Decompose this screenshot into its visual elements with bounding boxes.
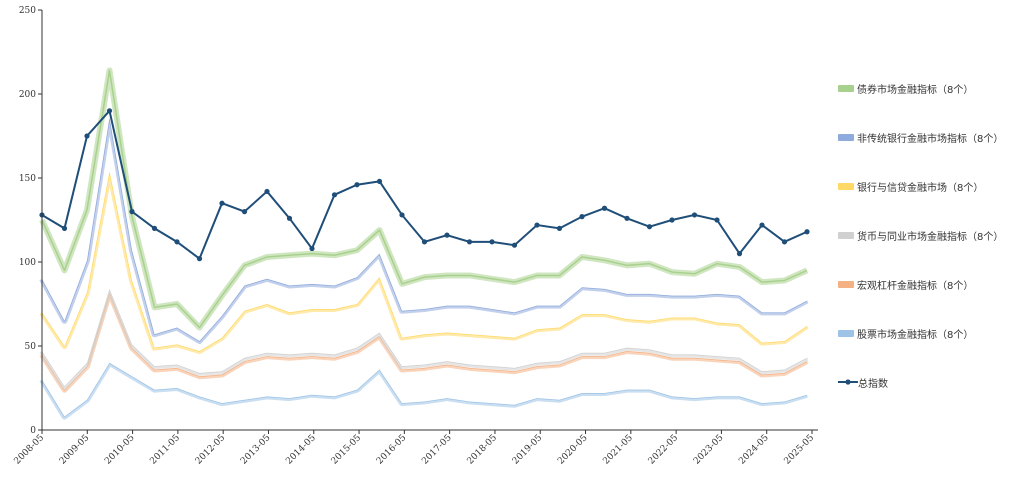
total-point	[309, 245, 315, 252]
legend-item: 宏观杠杆金融指标（8个）	[838, 272, 1028, 296]
total-point	[129, 209, 135, 215]
legend-item-total: 总指数	[838, 370, 1028, 394]
total-point	[646, 224, 653, 230]
x-tick-label: 2008-05	[13, 433, 47, 467]
legend-item: 货币与同业市场金融指标（8个）	[838, 223, 1028, 247]
x-tick-label: 2022-05	[647, 433, 681, 467]
legend-swatch	[838, 329, 854, 337]
total-point	[151, 225, 158, 231]
x-tick-label: 2025-05	[783, 433, 817, 467]
legend-swatch	[838, 133, 854, 141]
total-point	[781, 239, 788, 245]
x-tick-label: 2016-05	[375, 433, 409, 467]
x-tick-label: 2023-05	[692, 433, 726, 467]
stacked-areas	[39, 67, 809, 430]
total-point	[444, 232, 450, 238]
total-point	[399, 212, 405, 218]
total-point	[196, 256, 203, 262]
x-tick-label: 2020-05	[556, 433, 590, 467]
total-point	[601, 205, 608, 211]
x-tick-label: 2017-05	[420, 433, 454, 467]
x-tick-label: 2010-05	[103, 433, 137, 467]
y-tick-label: 0	[30, 426, 36, 436]
total-point	[84, 133, 90, 139]
legend-swatch	[838, 84, 854, 92]
area-series-3	[42, 171, 807, 387]
legend-label: 银行与信贷金融市场（8个）	[857, 182, 984, 194]
total-point	[466, 239, 473, 245]
x-tick-label: 2009-05	[58, 433, 92, 467]
x-tick-label: 2019-05	[511, 433, 545, 467]
total-point	[219, 200, 225, 206]
x-tick-label: 2024-05	[737, 433, 771, 467]
x-tick-label: 2015-05	[330, 433, 364, 467]
legend-item: 债券市场金融指标（8个）	[838, 76, 1028, 100]
total-point	[489, 239, 495, 245]
legend-line-marker	[838, 379, 858, 385]
legend-label: 债券市场金融指标（8个）	[857, 84, 974, 96]
total-point	[61, 225, 68, 231]
x-tick-label: 2013-05	[239, 433, 273, 467]
legend-item: 股票市场金融指标（8个）	[838, 321, 1028, 345]
total-point	[174, 239, 180, 245]
x-tick-label: 2012-05	[194, 433, 228, 467]
legend-item: 非传统银行金融市场指标（8个）	[838, 125, 1028, 149]
area-series-1	[42, 292, 807, 417]
y-tick-label: 250	[19, 6, 36, 16]
total-point	[331, 192, 338, 198]
y-tick-label: 200	[19, 90, 36, 100]
legend-label: 总指数	[858, 378, 888, 390]
total-point	[376, 178, 383, 184]
area-series-5	[42, 70, 807, 341]
total-point	[669, 217, 675, 223]
legend-swatch	[838, 280, 854, 288]
legend-swatch	[838, 182, 854, 190]
legend-swatch	[838, 231, 854, 239]
total-point	[804, 229, 810, 235]
x-tick-label: 2014-05	[284, 433, 318, 467]
total-point	[714, 217, 720, 223]
total-point	[691, 212, 698, 218]
total-point	[534, 222, 540, 228]
total-point	[354, 182, 360, 188]
total-point	[511, 242, 518, 248]
total-line-path	[41, 108, 808, 261]
area-series-0	[42, 362, 807, 430]
total-point	[286, 215, 293, 221]
x-tick-label: 2018-05	[466, 433, 500, 467]
total-point	[106, 108, 113, 114]
y-tick-label: 50	[25, 342, 37, 352]
y-tick-label: 100	[19, 258, 36, 268]
legend-item: 银行与信贷金融市场（8个）	[838, 174, 1028, 198]
legend-label: 货币与同业市场金融指标（8个）	[857, 231, 1004, 243]
total-point	[264, 188, 270, 195]
total-point	[759, 222, 765, 228]
x-tick-label: 2021-05	[601, 433, 635, 467]
legend: 债券市场金融指标（8个） 非传统银行金融市场指标（8个） 银行与信贷金融市场（8个）…	[838, 76, 1028, 419]
y-tick-label: 150	[19, 174, 36, 184]
area-line-series-5	[41, 69, 808, 329]
total-point	[736, 251, 743, 257]
total-point	[624, 215, 630, 221]
legend-label: 宏观杠杆金融指标（8个）	[857, 280, 974, 292]
total-point	[421, 239, 428, 245]
total-point	[556, 225, 563, 231]
x-tick-label: 2011-05	[148, 433, 182, 467]
total-index-line	[39, 108, 810, 262]
legend-label: 股票市场金融指标（8个）	[857, 329, 974, 341]
total-point	[579, 214, 585, 220]
legend-label: 非传统银行金融市场指标（8个）	[857, 133, 1004, 145]
total-point	[241, 209, 248, 215]
